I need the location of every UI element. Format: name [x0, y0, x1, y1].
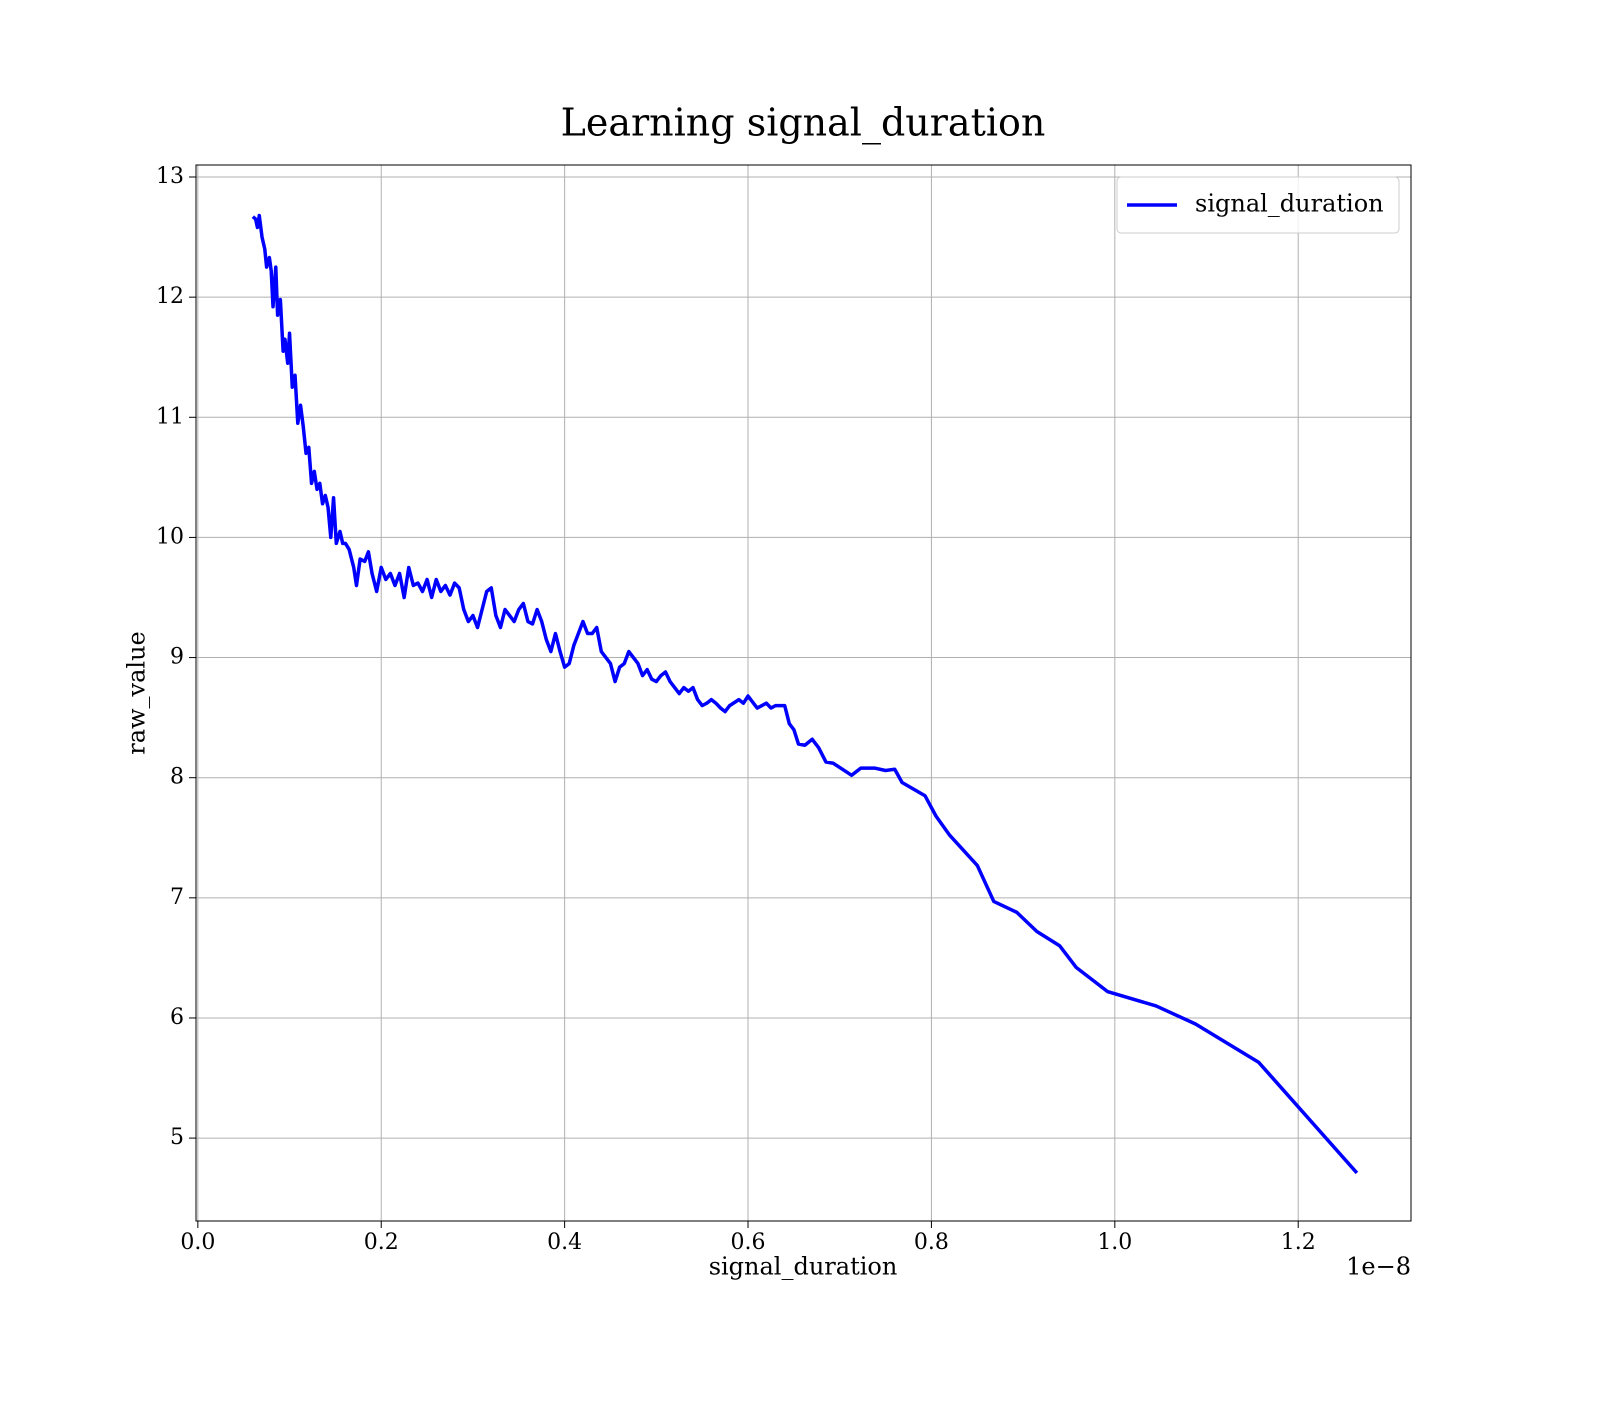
- legend-box: [1116, 176, 1400, 234]
- x-tick-label: 1.2: [1281, 1230, 1316, 1255]
- x-tick-label: 0.8: [914, 1230, 949, 1255]
- y-tick-label: 9: [170, 645, 184, 670]
- y-tick-label: 5: [170, 1125, 184, 1150]
- x-tick-label: 0.2: [364, 1230, 399, 1255]
- x-tick-label: 0.0: [180, 1230, 215, 1255]
- x-tick-label: 1.0: [1097, 1230, 1132, 1255]
- y-tick-label: 7: [170, 885, 184, 910]
- y-tick-label: 6: [170, 1005, 184, 1030]
- plot-frame: [195, 164, 1412, 1222]
- line-series: [251, 213, 1359, 1175]
- legend-label: signal_duration: [1195, 190, 1384, 218]
- chart-title: Learning signal_duration: [561, 101, 1046, 146]
- x-tick-label: 0.6: [731, 1230, 766, 1255]
- y-tick-label: 13: [156, 164, 184, 189]
- y-axis-label: raw_value: [123, 631, 151, 755]
- x-axis-label: signal_duration: [709, 1253, 898, 1281]
- y-tick-label: 10: [156, 524, 184, 549]
- x-tick-label: 0.4: [547, 1230, 582, 1255]
- y-tick-label: 8: [170, 765, 184, 790]
- y-tick-label: 12: [156, 284, 184, 309]
- y-tick-label: 11: [156, 404, 184, 429]
- x-offset-label: 1e−8: [1346, 1253, 1411, 1281]
